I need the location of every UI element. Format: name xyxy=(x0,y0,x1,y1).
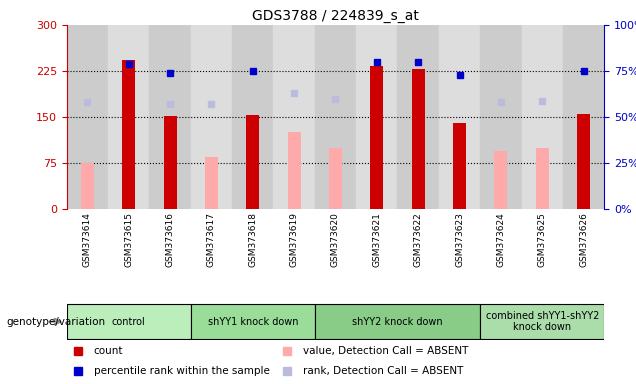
Text: value, Detection Call = ABSENT: value, Detection Call = ABSENT xyxy=(303,346,469,356)
Bar xyxy=(453,122,466,209)
FancyBboxPatch shape xyxy=(191,304,315,339)
Bar xyxy=(439,25,480,209)
Bar xyxy=(577,114,590,209)
Bar xyxy=(149,25,191,209)
Text: genotype/variation: genotype/variation xyxy=(6,316,106,327)
Bar xyxy=(329,148,342,209)
Bar xyxy=(370,66,384,209)
Bar xyxy=(315,25,356,209)
Bar xyxy=(191,25,232,209)
Bar xyxy=(232,25,273,209)
Text: shYY2 knock down: shYY2 knock down xyxy=(352,316,443,327)
Text: shYY1 knock down: shYY1 knock down xyxy=(207,316,298,327)
Bar xyxy=(246,115,259,209)
Bar xyxy=(205,157,218,209)
Title: GDS3788 / 224839_s_at: GDS3788 / 224839_s_at xyxy=(252,8,419,23)
Text: percentile rank within the sample: percentile rank within the sample xyxy=(93,366,270,376)
Bar xyxy=(398,25,439,209)
Bar xyxy=(522,25,563,209)
Bar xyxy=(67,25,108,209)
Bar xyxy=(536,148,549,209)
Bar xyxy=(356,25,398,209)
Bar xyxy=(163,116,177,209)
Bar xyxy=(81,163,94,209)
Text: rank, Detection Call = ABSENT: rank, Detection Call = ABSENT xyxy=(303,366,464,376)
Bar xyxy=(287,132,301,209)
Text: control: control xyxy=(112,316,146,327)
FancyBboxPatch shape xyxy=(480,304,604,339)
Text: combined shYY1-shYY2
knock down: combined shYY1-shYY2 knock down xyxy=(485,311,599,333)
Bar xyxy=(494,151,508,209)
Bar xyxy=(122,60,135,209)
FancyBboxPatch shape xyxy=(315,304,480,339)
Bar xyxy=(411,69,425,209)
Bar xyxy=(480,25,522,209)
Bar xyxy=(273,25,315,209)
FancyBboxPatch shape xyxy=(67,304,191,339)
Bar xyxy=(108,25,149,209)
Bar xyxy=(563,25,604,209)
Text: count: count xyxy=(93,346,123,356)
